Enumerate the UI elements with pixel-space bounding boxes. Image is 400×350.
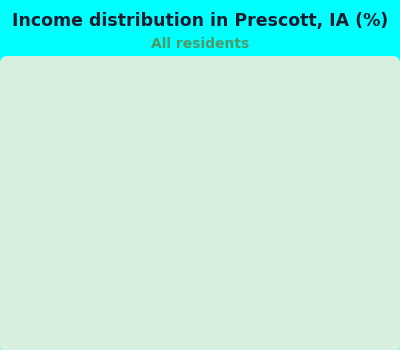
Wedge shape [200,196,238,286]
Wedge shape [200,108,279,196]
Text: $100k: $100k [216,77,256,103]
Text: $30k: $30k [56,169,107,179]
Wedge shape [142,196,211,286]
Text: Income distribution in Prescott, IA (%): Income distribution in Prescott, IA (%) [12,12,388,30]
Wedge shape [200,196,290,235]
Text: $150k: $150k [290,228,347,240]
Wedge shape [111,117,200,196]
Wedge shape [156,110,200,196]
Wedge shape [200,106,222,196]
Text: $10k: $10k [239,85,276,110]
Wedge shape [200,153,290,207]
Wedge shape [200,196,282,278]
Text: City-Data.com: City-Data.com [182,107,246,117]
Wedge shape [172,106,200,196]
Text: $60k: $60k [58,222,109,233]
Text: $125k: $125k [228,286,270,312]
Text: $40k: $40k [98,100,141,122]
Text: All residents: All residents [151,37,249,51]
Text: $20k: $20k [137,286,172,312]
Wedge shape [110,179,200,266]
Text: $200k: $200k [147,76,186,103]
Text: $50k: $50k [88,262,132,283]
Text: $75k: $75k [277,123,324,141]
